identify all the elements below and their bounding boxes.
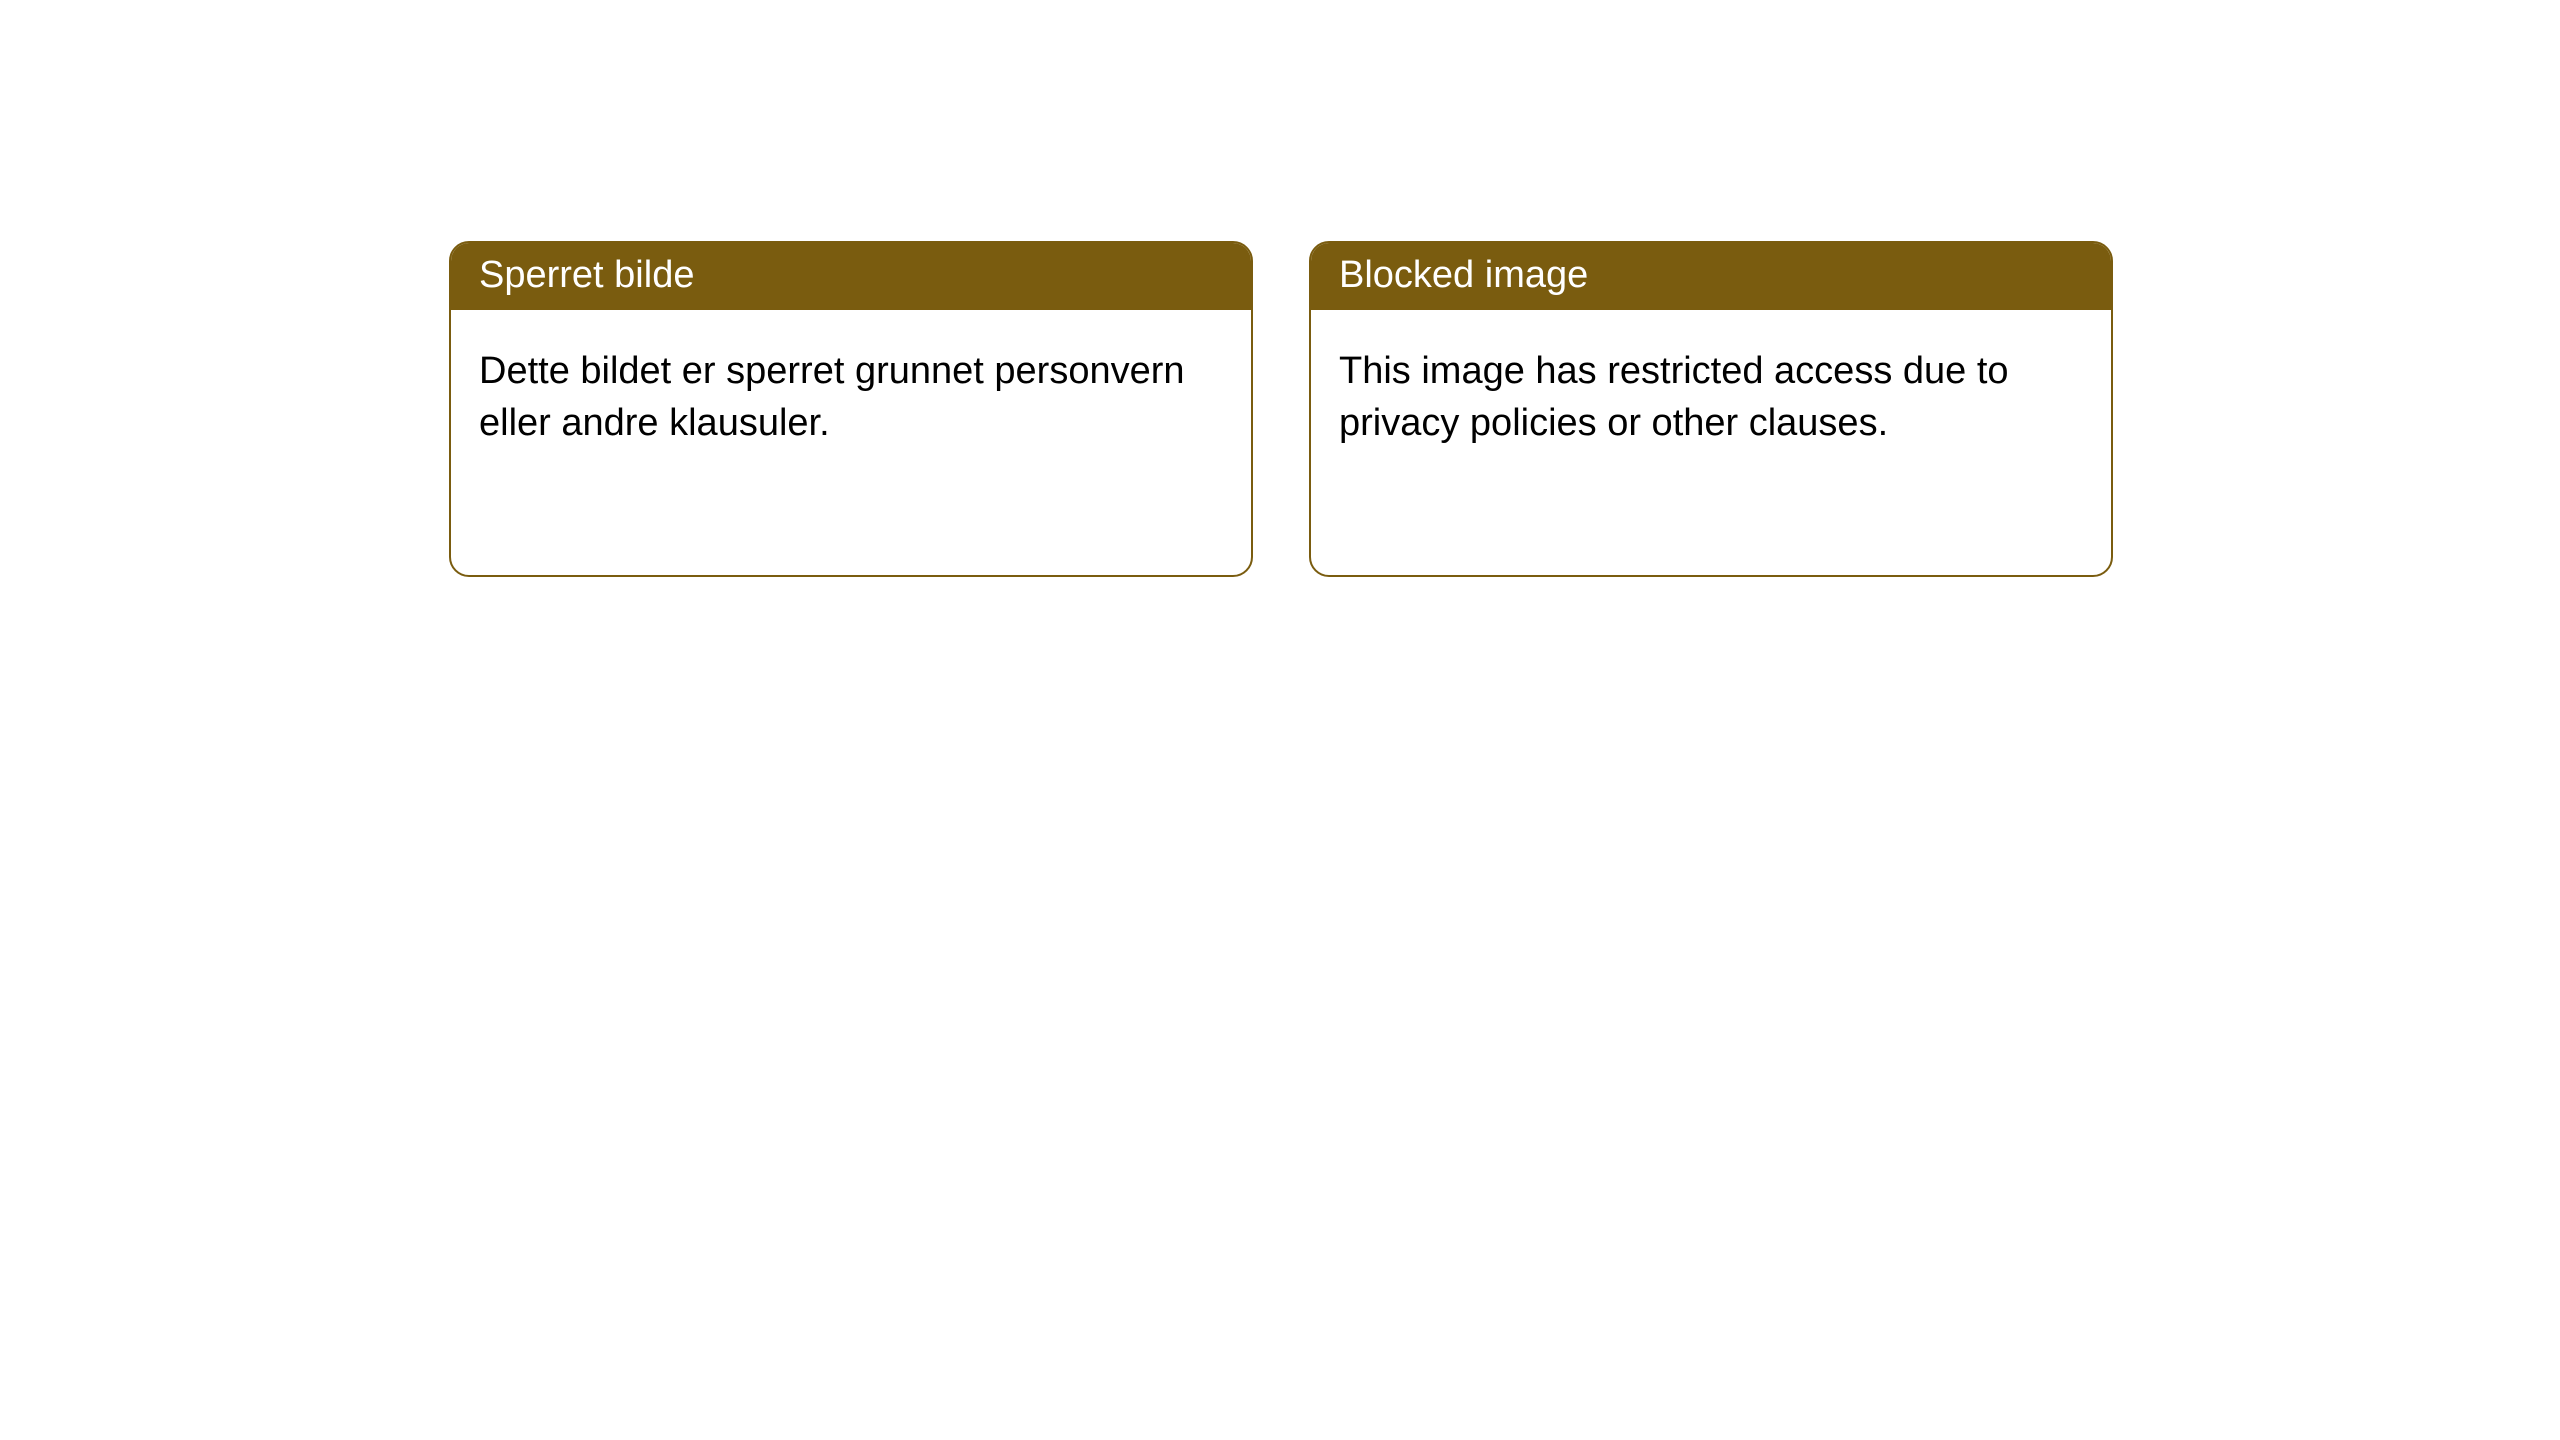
notice-card-english: Blocked image This image has restricted …: [1309, 241, 2113, 577]
notice-header: Sperret bilde: [451, 243, 1251, 310]
notice-card-norwegian: Sperret bilde Dette bildet er sperret gr…: [449, 241, 1253, 577]
notice-body: Dette bildet er sperret grunnet personve…: [451, 310, 1251, 485]
notice-body: This image has restricted access due to …: [1311, 310, 2111, 485]
notice-header: Blocked image: [1311, 243, 2111, 310]
notice-container: Sperret bilde Dette bildet er sperret gr…: [0, 0, 2560, 577]
